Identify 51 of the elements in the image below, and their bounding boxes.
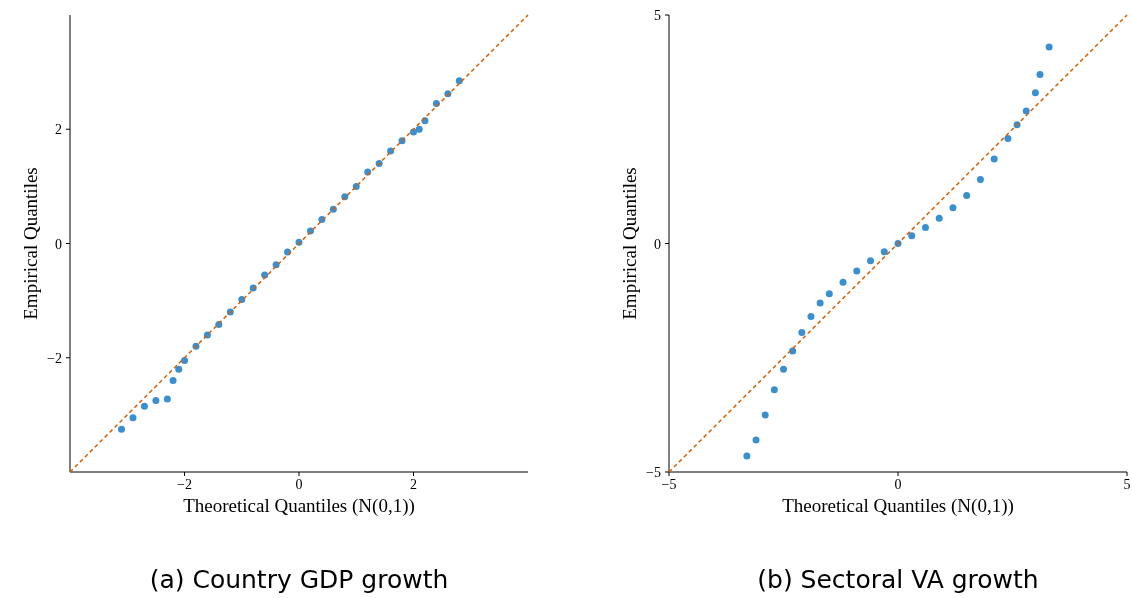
y-tick-label: 5 [654, 8, 661, 23]
y-tick-label: −2 [47, 350, 62, 366]
y-tick-label: 0 [654, 236, 661, 252]
text: (a) Country GDP growth [149, 565, 449, 594]
point [908, 232, 916, 240]
point [816, 299, 824, 307]
x-tick-label: 0 [295, 477, 303, 492]
y-axis-title: Empirical Quantiles [618, 167, 640, 320]
x-tick-label: 0 [894, 477, 902, 492]
point [807, 313, 815, 321]
x-tick-label: 2 [410, 477, 417, 492]
y-tick-label: 0 [55, 236, 62, 252]
point [1004, 134, 1012, 142]
x-axis-title: Theoretical Quantiles (N(0,1)) [782, 495, 1014, 518]
point [990, 155, 998, 163]
text: (b) Sectoral VA growth [757, 565, 1039, 594]
point [1031, 89, 1039, 97]
point [798, 329, 806, 337]
x-tick-label: −2 [177, 477, 192, 492]
point [949, 204, 957, 212]
point [752, 436, 760, 444]
point [163, 395, 171, 403]
point [1022, 107, 1030, 115]
x-tick-label: 5 [1123, 477, 1131, 492]
point [169, 377, 177, 385]
point [118, 425, 126, 433]
point [415, 125, 423, 133]
point [880, 248, 888, 256]
point [825, 290, 833, 298]
point [152, 397, 160, 405]
y-tick-label: 2 [55, 122, 62, 138]
point [976, 176, 984, 184]
point [963, 192, 971, 200]
point [935, 214, 943, 222]
point [129, 414, 137, 422]
point [140, 402, 148, 410]
point [770, 386, 778, 394]
point [1036, 70, 1044, 78]
point [780, 365, 787, 373]
y-axis-title: Empirical Quantiles [19, 167, 41, 320]
point [175, 365, 183, 373]
point [839, 278, 847, 286]
point [743, 452, 751, 460]
x-axis-title: Theoretical Quantiles (N(0,1)) [183, 495, 415, 518]
point [853, 267, 861, 275]
point [867, 257, 875, 265]
point [261, 271, 269, 279]
point [921, 224, 929, 232]
point [1045, 43, 1053, 51]
point [761, 411, 769, 419]
y-tick-label: −5 [646, 465, 661, 480]
